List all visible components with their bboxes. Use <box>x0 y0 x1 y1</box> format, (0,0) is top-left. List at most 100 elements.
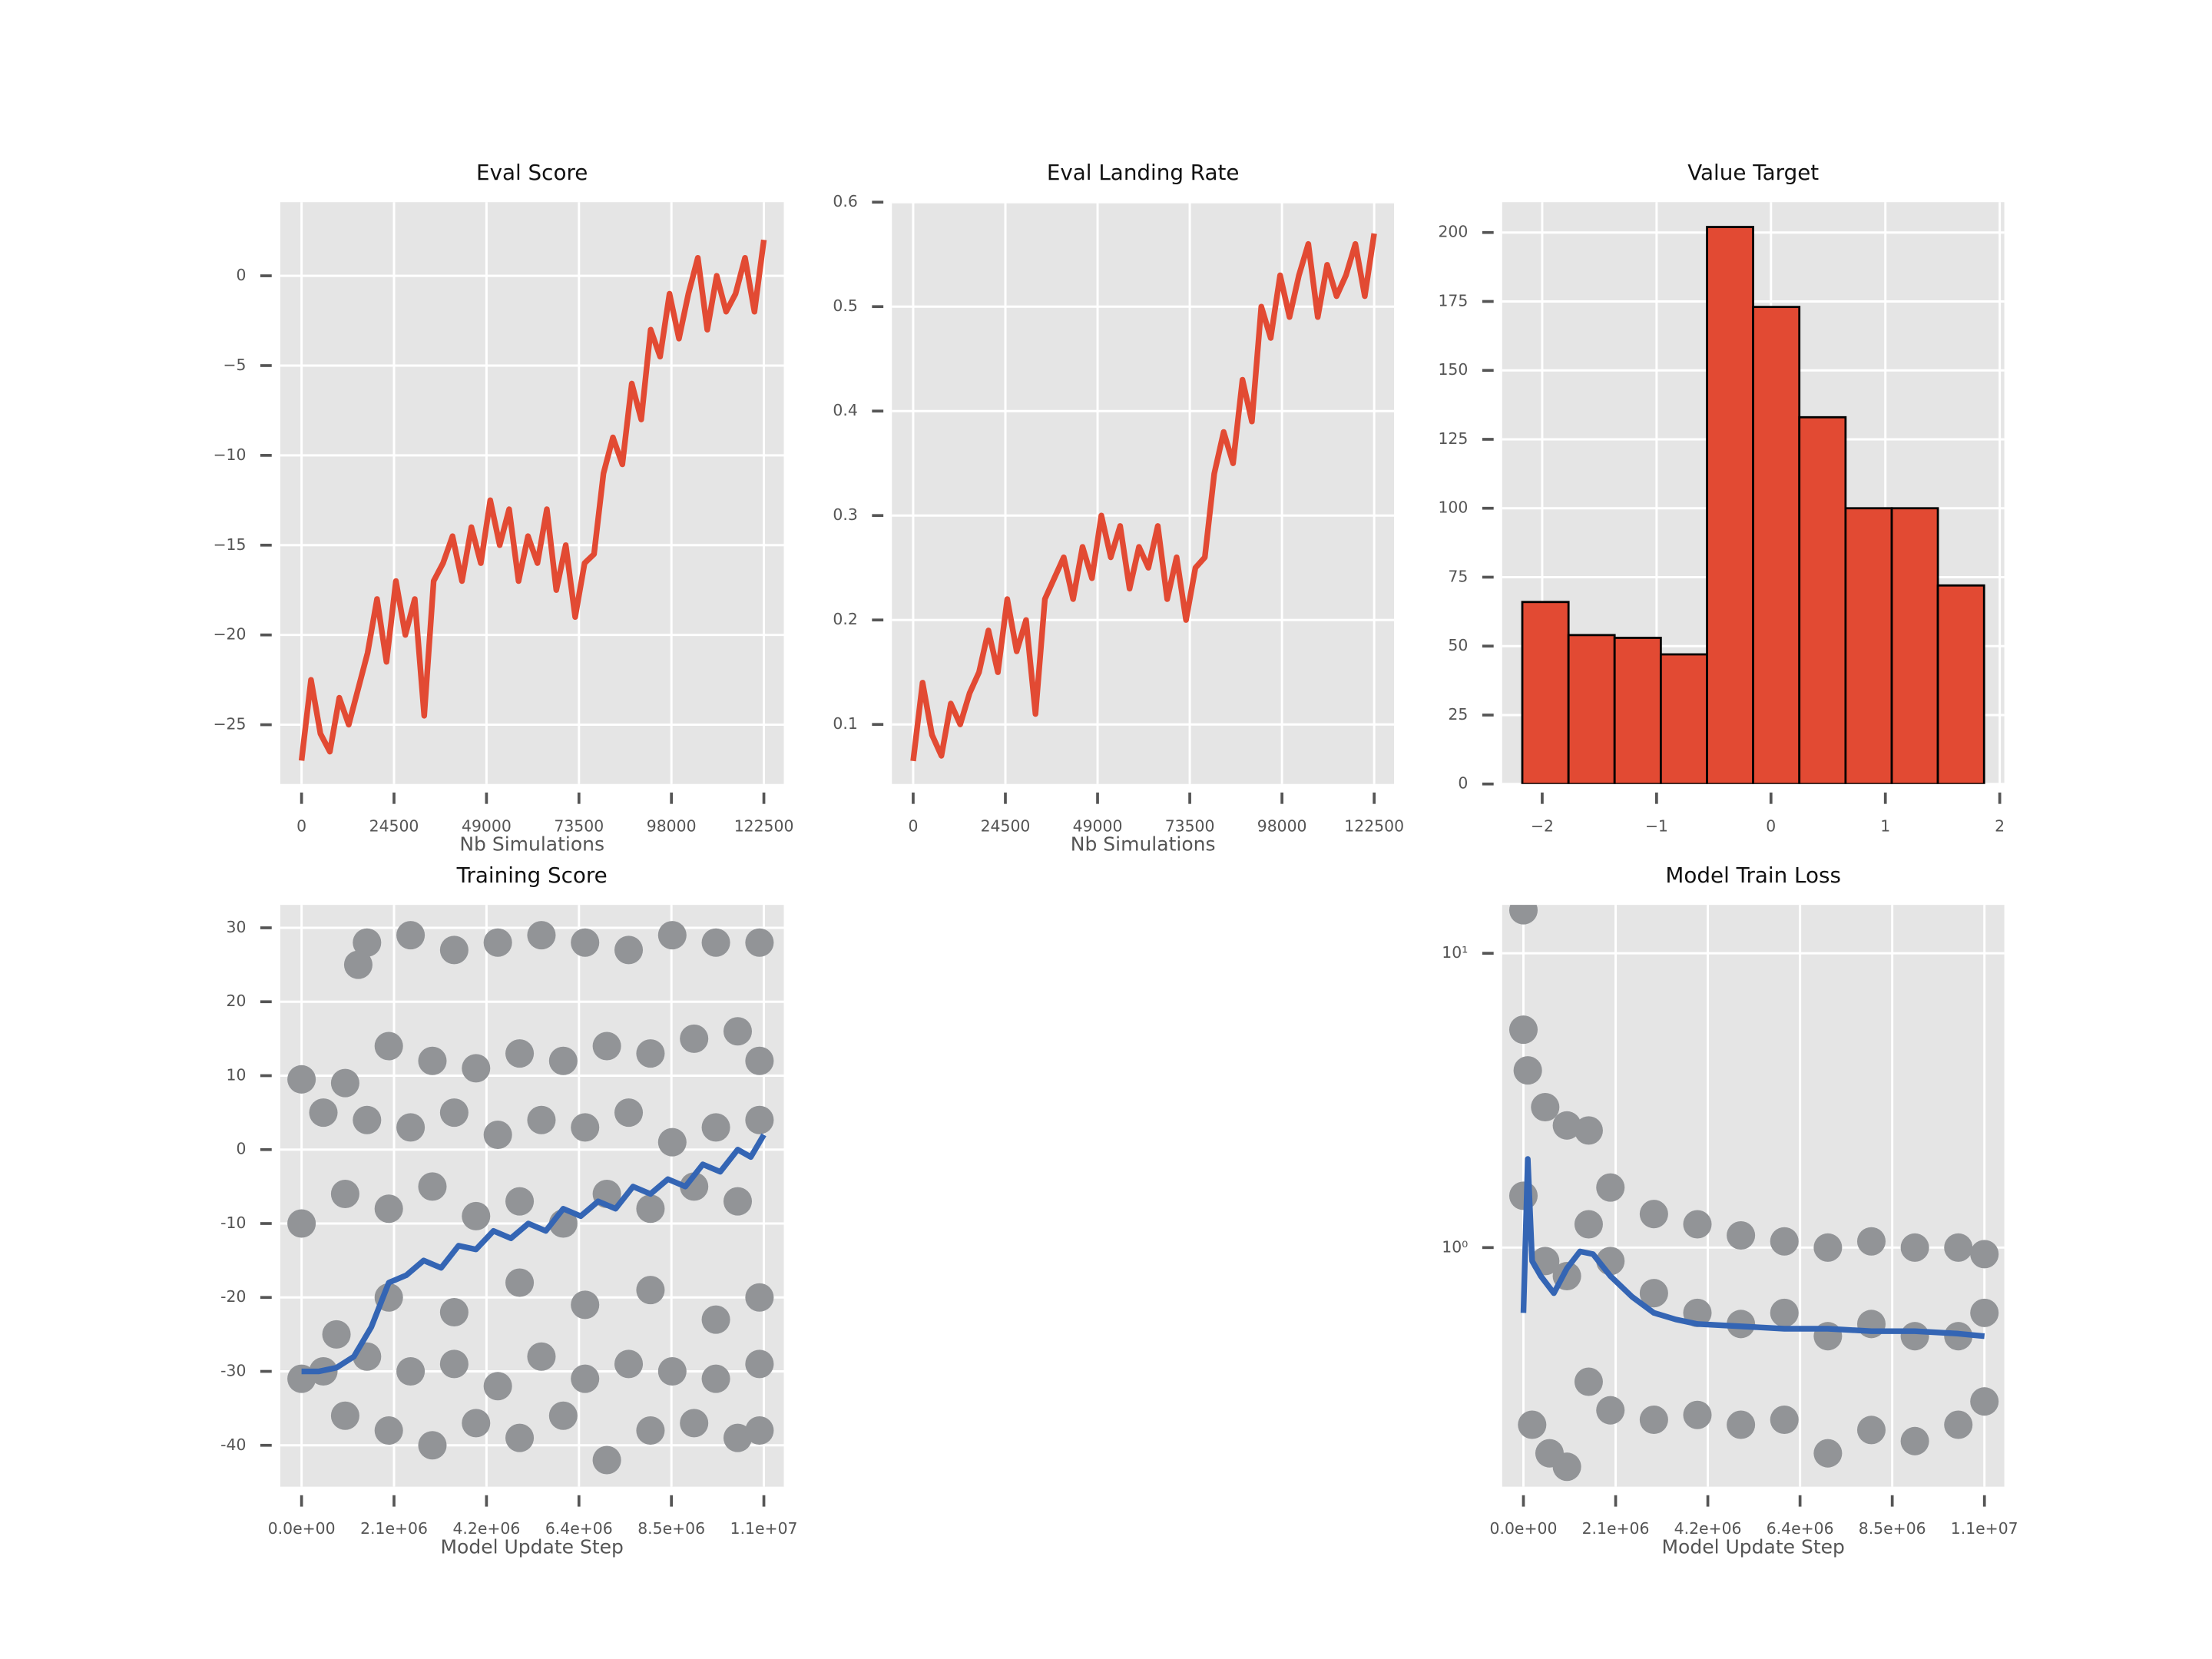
y-tick-label: 0.1 <box>833 714 857 733</box>
point <box>1970 1298 1999 1327</box>
point <box>330 1068 359 1098</box>
bar <box>1567 634 1616 784</box>
bar <box>1798 416 1847 784</box>
point <box>680 1172 709 1201</box>
point <box>483 1372 512 1401</box>
point <box>614 1098 644 1128</box>
point <box>343 950 373 979</box>
x-tick-label: 0 <box>296 816 306 835</box>
point <box>505 1187 535 1216</box>
x-tick-label: 24500 <box>369 816 419 835</box>
y-tick-label: 0.3 <box>833 505 857 524</box>
x-axis-label: Nb Simulations <box>1071 833 1216 855</box>
y-tick-label: 0 <box>236 1140 246 1158</box>
bar <box>1521 601 1570 784</box>
y-tick-label: 10 <box>226 1066 246 1084</box>
point <box>439 1098 469 1128</box>
point <box>680 1024 709 1053</box>
point <box>745 1105 774 1134</box>
y-tick-label: −20 <box>213 625 246 644</box>
point <box>1944 1233 1973 1262</box>
y-tick-label: 125 <box>1438 429 1468 448</box>
point <box>353 1105 382 1134</box>
point <box>505 1039 535 1068</box>
point <box>462 1409 491 1438</box>
point <box>723 1017 753 1046</box>
point <box>483 1120 512 1150</box>
point <box>322 1320 351 1349</box>
point <box>1770 1227 1799 1256</box>
point <box>1944 1410 1973 1439</box>
x-tick-label: 1.1e+07 <box>730 1519 798 1538</box>
point <box>1900 1233 1929 1262</box>
x-tick-label: 6.4e+06 <box>1767 1519 1834 1538</box>
point <box>1508 1015 1538 1045</box>
point <box>592 1445 621 1475</box>
x-tick-label: 8.5e+06 <box>1859 1519 1926 1538</box>
plot-data <box>910 233 1377 762</box>
line <box>298 239 767 761</box>
bar <box>1752 306 1801 784</box>
point <box>330 1401 359 1430</box>
point <box>287 1209 316 1238</box>
point <box>1770 1405 1799 1435</box>
point <box>1900 1426 1929 1455</box>
x-tick-label: 1.1e+07 <box>1951 1519 2018 1538</box>
x-tick-label: 2.1e+06 <box>360 1519 428 1538</box>
line <box>910 233 1377 762</box>
plot-data <box>298 239 767 761</box>
point <box>505 1423 535 1452</box>
x-tick-label: 4.2e+06 <box>452 1519 520 1538</box>
x-tick-label: 1 <box>1880 816 1890 835</box>
point <box>418 1046 447 1075</box>
point <box>701 1113 730 1142</box>
x-tick-label: 6.4e+06 <box>545 1519 613 1538</box>
x-tick-label: 24500 <box>981 816 1031 835</box>
point <box>418 1431 447 1460</box>
y-tick-label: 0 <box>1458 774 1468 793</box>
point <box>483 928 512 957</box>
point <box>1639 1405 1668 1435</box>
x-tick-label: 4.2e+06 <box>1674 1519 1742 1538</box>
x-tick-label: 73500 <box>554 816 604 835</box>
point <box>1970 1240 1999 1269</box>
point <box>1513 1056 1542 1085</box>
point <box>745 1416 774 1445</box>
x-tick-label: 122500 <box>1344 816 1404 835</box>
point <box>1508 1181 1538 1210</box>
y-tick-label: 20 <box>226 992 246 1010</box>
point <box>745 1349 774 1379</box>
point <box>396 1356 426 1386</box>
point <box>1727 1220 1756 1250</box>
y-tick-label: 150 <box>1438 360 1468 379</box>
y-tick-label: 0.5 <box>833 296 857 315</box>
x-tick-label: −1 <box>1645 816 1668 835</box>
point <box>418 1172 447 1201</box>
point <box>1574 1367 1603 1396</box>
point <box>396 921 426 950</box>
point <box>701 1364 730 1393</box>
y-tick-label: 175 <box>1438 291 1468 310</box>
point <box>462 1201 491 1230</box>
point <box>1770 1298 1799 1327</box>
x-tick-label: 0 <box>1766 816 1776 835</box>
point <box>439 1297 469 1327</box>
x-axis-label: Model Update Step <box>440 1535 623 1558</box>
subplot: Eval Landing Rate 0 24500 49000 73500 98000 12… <box>833 160 1404 855</box>
point <box>657 1356 687 1386</box>
point <box>571 1113 600 1142</box>
point <box>1596 1173 1625 1202</box>
y-tick-label: -10 <box>220 1214 246 1232</box>
point <box>1508 905 1538 925</box>
x-tick-label: 8.5e+06 <box>637 1519 705 1538</box>
point <box>592 1031 621 1061</box>
point <box>571 1364 600 1393</box>
x-tick-label: 98000 <box>1257 816 1307 835</box>
plot-data <box>1508 905 1999 1482</box>
plot-background <box>1502 905 2005 1487</box>
subplot: Model Train Loss 0.0e+00 2.1e+06 4.2e+06 6.4… <box>1442 863 2018 1558</box>
point <box>439 1349 469 1379</box>
point <box>374 1031 403 1061</box>
line <box>301 1133 767 1375</box>
